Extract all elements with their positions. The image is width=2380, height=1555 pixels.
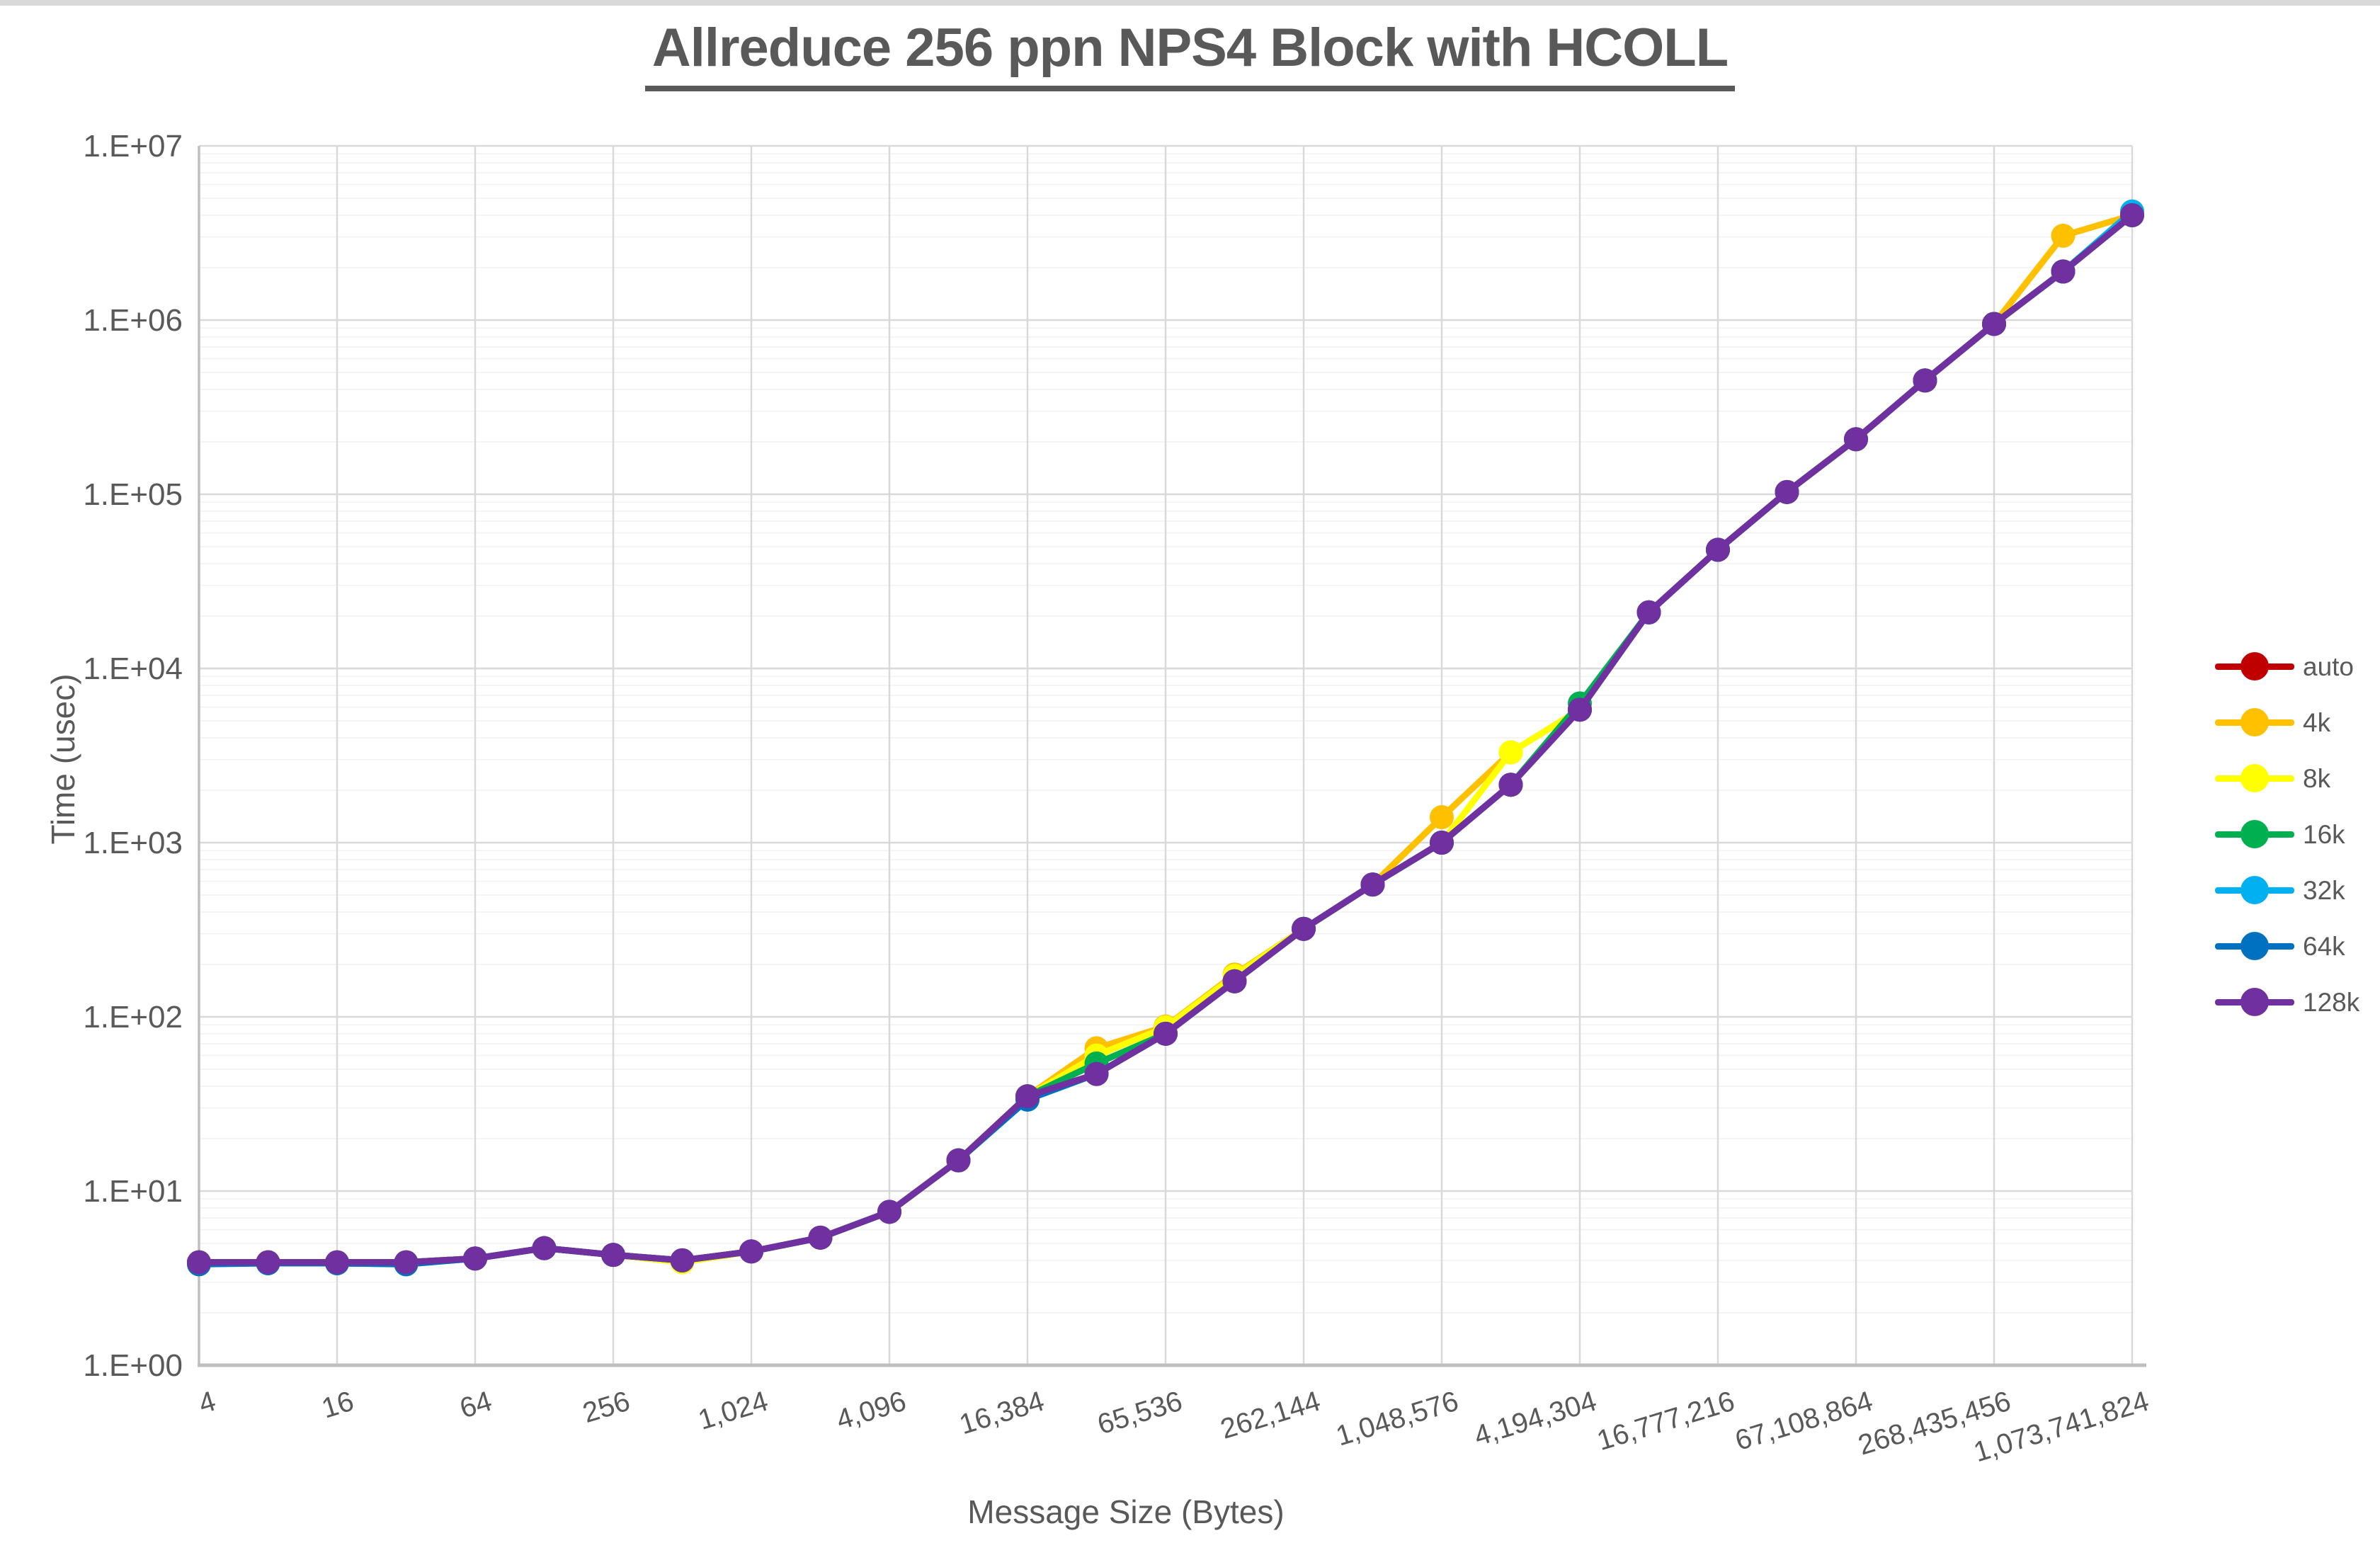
legend-line-swatch (2215, 932, 2294, 960)
legend-line-swatch (2215, 876, 2294, 904)
legend-dot-swatch (2240, 932, 2269, 960)
data-point-4k (1430, 805, 1454, 830)
data-point-128k (808, 1225, 833, 1250)
y-tick-label: 1.E+05 (83, 477, 183, 512)
legend-label: 32k (2303, 875, 2345, 905)
legend-item-4k: 4k (2215, 695, 2359, 751)
data-point-128k (1568, 697, 1592, 722)
y-tick-label: 1.E+02 (83, 1000, 183, 1035)
chart-title-row: Allreduce 256 ppn NPS4 Block with HCOLL (0, 17, 2380, 91)
legend-line-swatch (2215, 652, 2294, 680)
legend: auto 4k 8k 16k 32k 64k 128k (2215, 639, 2359, 1030)
y-tick-label: 1.E+07 (83, 129, 183, 164)
data-point-128k (1982, 312, 2006, 336)
x-tick-label: 64 (456, 1386, 495, 1425)
data-point-128k (601, 1243, 625, 1268)
data-point-4k (2051, 223, 2076, 248)
x-tick-label: 16 (318, 1386, 357, 1425)
legend-line-swatch (2215, 708, 2294, 736)
x-tick-label: 256 (579, 1386, 634, 1430)
data-point-128k (187, 1250, 211, 1275)
x-tick-label: 1,048,576 (1333, 1386, 1462, 1452)
legend-dot-swatch (2240, 876, 2269, 904)
x-tick-label: 4,096 (833, 1386, 910, 1436)
legend-item-128k: 128k (2215, 974, 2359, 1030)
data-point-8k (1498, 740, 1523, 765)
chart-title: Allreduce 256 ppn NPS4 Block with HCOLL (644, 17, 1736, 91)
data-point-128k (2051, 259, 2076, 284)
legend-item-auto: auto (2215, 639, 2359, 695)
x-tick-labels: 4 16 64 256 1,024 4,096 16,384 65,536 262,144 1,0… (195, 1386, 2152, 1469)
x-tick-label: 4,194,304 (1471, 1386, 1600, 1452)
data-point-128k (1844, 427, 1868, 452)
data-point-128k (1360, 872, 1385, 897)
data-point-128k (325, 1250, 349, 1275)
data-point-128k (1706, 537, 1730, 562)
legend-line-swatch (2215, 988, 2294, 1016)
x-tick-label: 65,536 (1094, 1386, 1186, 1441)
data-point-128k (1913, 368, 1937, 393)
legend-label: auto (2303, 651, 2355, 681)
series-128k (187, 203, 2144, 1275)
data-point-128k (1430, 831, 1454, 855)
x-tick-label: 16,777,216 (1593, 1386, 1738, 1457)
data-point-128k (1154, 1021, 1178, 1046)
legend-line-swatch (2215, 764, 2294, 792)
data-point-128k (1775, 479, 1799, 504)
legend-dot-swatch (2240, 708, 2269, 736)
x-tick-label: 1,024 (695, 1386, 772, 1436)
legend-dot-swatch (2240, 764, 2269, 792)
x-tick-label: 16,384 (956, 1386, 1048, 1441)
data-point-128k (1222, 969, 1247, 993)
x-tick-label: 4 (195, 1386, 219, 1420)
y-tick-label: 1.E+00 (83, 1348, 183, 1383)
legend-label: 8k (2303, 763, 2331, 793)
legend-item-64k: 64k (2215, 918, 2359, 974)
legend-item-16k: 16k (2215, 807, 2359, 862)
y-tick-label: 1.E+03 (83, 826, 183, 860)
y-tick-label: 1.E+01 (83, 1174, 183, 1209)
data-point-128k (670, 1248, 695, 1272)
data-point-128k (394, 1250, 419, 1275)
legend-line-swatch (2215, 820, 2294, 848)
y-tick-labels: 1.E+00 1.E+01 1.E+02 1.E+03 1.E+04 1.E+05 1.E+… (83, 129, 183, 1383)
data-point-128k (1292, 916, 1316, 941)
y-tick-label: 1.E+04 (83, 651, 183, 686)
data-point-128k (1636, 600, 1661, 625)
legend-label: 16k (2303, 819, 2345, 849)
data-point-128k (739, 1239, 763, 1264)
data-point-128k (1084, 1061, 1109, 1086)
legend-item-32k: 32k (2215, 862, 2359, 918)
data-point-128k (2120, 203, 2144, 227)
legend-dot-swatch (2240, 820, 2269, 848)
legend-label: 128k (2303, 987, 2360, 1017)
data-point-128k (532, 1236, 557, 1260)
legend-item-8k: 8k (2215, 751, 2359, 807)
data-point-128k (1015, 1084, 1040, 1109)
vertical-gridlines (198, 146, 2134, 1365)
x-tick-label: 67,108,864 (1731, 1386, 1876, 1457)
data-point-128k (463, 1246, 487, 1271)
legend-label: 64k (2303, 931, 2345, 961)
y-tick-label: 1.E+06 (83, 303, 183, 338)
x-tick-label: 262,144 (1217, 1386, 1323, 1445)
legend-dot-swatch (2240, 652, 2269, 680)
axis-lines (198, 146, 2146, 1367)
x-axis-title: Message Size (Bytes) (967, 1493, 1285, 1530)
data-point-128k (1498, 773, 1523, 797)
data-point-128k (877, 1200, 901, 1224)
legend-label: 4k (2303, 707, 2331, 737)
window-top-edge (0, 0, 2380, 6)
data-point-128k (256, 1250, 280, 1275)
data-point-128k (946, 1148, 971, 1173)
legend-dot-swatch (2240, 988, 2269, 1016)
